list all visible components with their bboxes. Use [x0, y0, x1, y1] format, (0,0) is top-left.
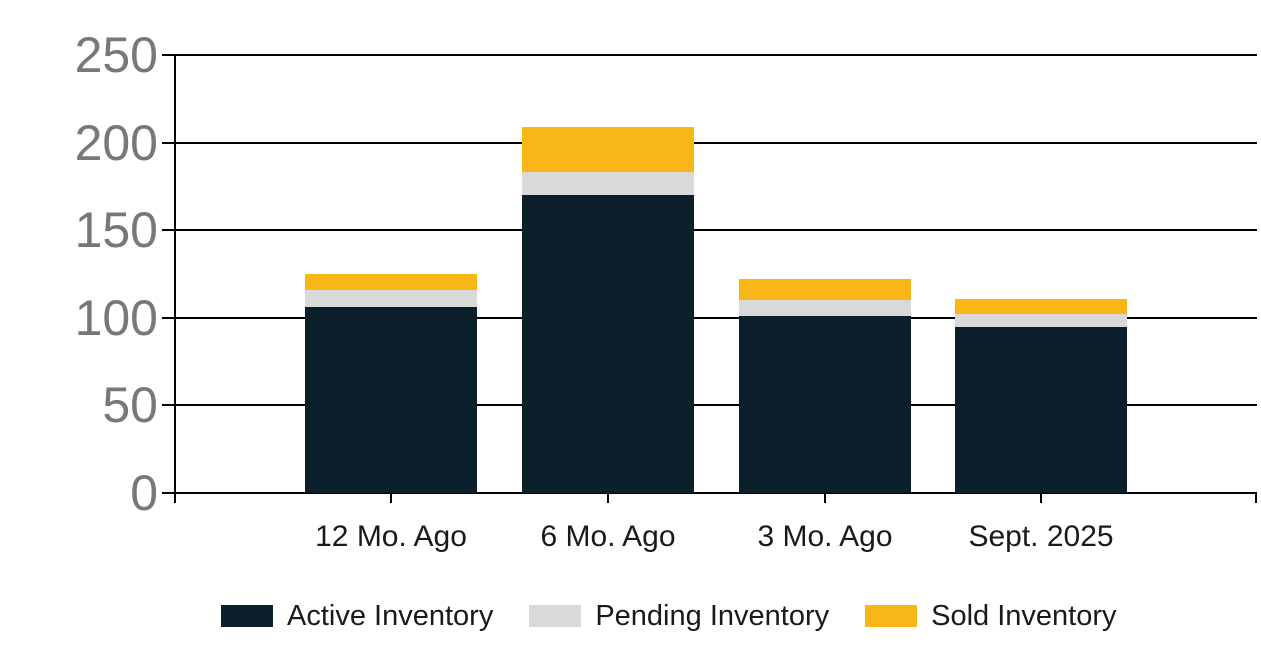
y-axis-line	[174, 54, 176, 503]
legend-swatch-active-icon	[221, 605, 273, 627]
y-axis-tick-label: 150	[74, 202, 158, 259]
gridline	[175, 404, 1257, 407]
x-axis-tick	[1040, 493, 1042, 503]
x-axis-category-label: Sept. 2025	[968, 520, 1114, 553]
bar-segment	[522, 195, 694, 493]
y-axis-tick	[162, 492, 176, 494]
bar-segment	[739, 316, 911, 493]
bar-segment	[305, 307, 477, 493]
x-axis-category-label: 12 Mo. Ago	[315, 520, 467, 553]
y-axis-tick	[162, 141, 176, 144]
x-axis-tick	[824, 493, 826, 503]
legend-swatch-sold-icon	[865, 605, 918, 627]
gridline	[175, 141, 1257, 144]
legend-swatch-pending-icon	[529, 605, 582, 627]
y-axis-tick-label: 50	[102, 377, 158, 434]
y-axis-tick	[162, 229, 176, 232]
bar-segment	[739, 300, 911, 317]
legend-label-pending: Pending Inventory	[595, 600, 830, 632]
gridline	[175, 316, 1257, 319]
y-axis-tick-label: 0	[130, 465, 158, 521]
y-axis-tick-label: 100	[74, 289, 158, 346]
y-axis-tick	[162, 316, 176, 319]
x-axis-tick	[607, 493, 609, 503]
x-axis-baseline	[175, 492, 1257, 494]
bar-segment	[522, 126, 694, 173]
x-axis-tick	[390, 493, 392, 503]
chart-legend: Active Inventory Pending Inventory Sold …	[221, 601, 1117, 631]
y-axis-tick	[162, 404, 176, 407]
legend-item-pending: Pending Inventory	[529, 601, 829, 631]
legend-item-active: Active Inventory	[221, 601, 493, 631]
x-axis-category-label: 3 Mo. Ago	[757, 520, 893, 553]
y-axis-tick-label: 250	[74, 27, 158, 83]
gridline	[175, 229, 1257, 232]
bar-segment	[955, 314, 1127, 327]
legend-label-active: Active Inventory	[287, 600, 494, 632]
bar-segment	[955, 326, 1127, 493]
bar-segment	[522, 172, 694, 196]
legend-label-sold: Sold Inventory	[931, 600, 1117, 632]
x-axis-end-tick	[1255, 493, 1257, 503]
bar-segment	[305, 274, 477, 290]
bar-segment	[955, 298, 1127, 315]
legend-item-sold: Sold Inventory	[865, 600, 1117, 632]
bar-segment	[305, 289, 477, 308]
y-axis-tick	[162, 54, 176, 56]
gridline	[175, 54, 1257, 56]
x-axis-category-label: 6 Mo. Ago	[540, 520, 676, 553]
bar-segment	[739, 279, 911, 301]
y-axis-tick-label: 200	[74, 114, 158, 171]
